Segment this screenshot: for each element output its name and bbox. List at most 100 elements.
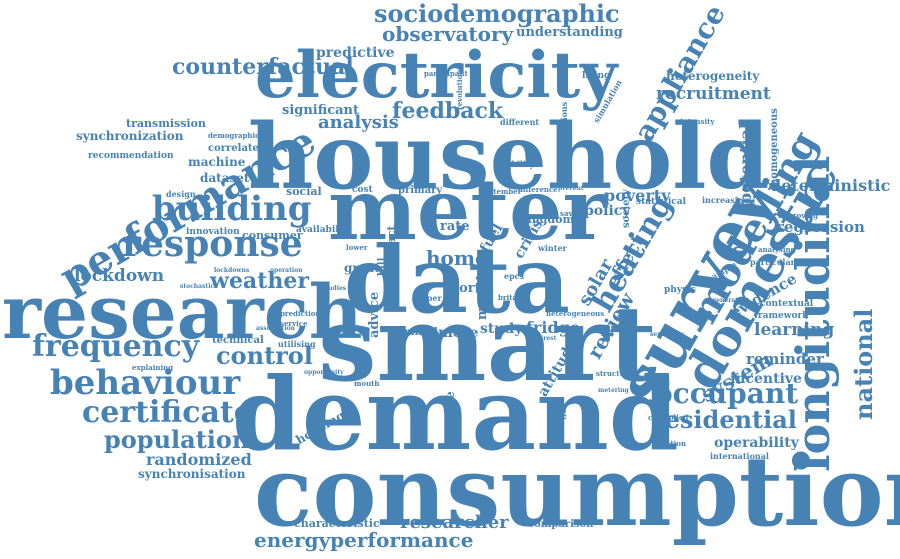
word-predictive: predictive [316,45,395,61]
word-machine: machine [188,155,246,169]
word-participant: design [166,189,196,199]
word-study: study [480,321,523,337]
word-different: september [480,187,522,196]
word-future: winter [538,243,567,253]
word-regression: regression [776,218,865,236]
word-policy: policy [584,203,631,219]
word-difference: increasing [702,195,750,205]
word-laboratory: structure [596,369,633,378]
word-household: household [248,104,770,210]
word-service: prediction [280,309,321,318]
word-stability: statistical [636,197,687,207]
word-certificate: certificate [82,395,253,430]
word-sensitivity: sensitivity [650,331,685,338]
word-fridge: fridge [526,318,580,337]
word-champion: participant [424,69,468,78]
word-intensity: different [500,117,540,127]
word-consumer: consumer [242,229,303,242]
word-frequency: frequency [32,329,200,364]
word-reduction: reduction [648,439,687,448]
word-living: impact [385,225,398,268]
word-learning: learning [754,320,835,340]
word-britain: stability [498,159,535,169]
word-physic: physic [664,285,697,295]
word-framework: framework [754,311,809,321]
word-studies: lower [346,243,368,252]
word-housing: countrie [443,391,457,448]
word-behaviour: behaviour [50,363,241,403]
word-technical: technical [212,335,264,346]
word-dataset: dataset [200,171,250,185]
word-epcs: britain [498,293,525,302]
word-international: international [710,451,769,461]
word-randomized: randomized [146,450,252,469]
word-synchronization: synchronization [76,129,184,143]
word-weather: weather [210,268,309,294]
word-contextual: contextual [760,299,814,309]
word-occupant: occupant [654,377,799,410]
word-generation: generation [712,297,749,304]
word-reduce: interest [530,335,557,342]
word-kingdom: difference [518,185,558,194]
word-operability: operability [714,435,799,451]
word-particular: particular [750,257,795,267]
word-operation: opportunity [304,369,344,376]
word-september: prevent [558,185,584,192]
word-bottom: studies [322,285,347,292]
word-structure: metering [598,387,629,394]
word-synchronisation: synchronisation [138,467,246,481]
word-primary: cost [352,185,373,195]
word-reminder: reminder [746,350,824,368]
word-analysing: analysing [758,245,796,254]
word-model: kingdom [520,213,575,226]
word-cost: rate [440,219,470,234]
word-potential: potential [736,123,755,204]
word-significant: significant [282,103,359,118]
word-previous: previous [559,101,569,140]
word-controlled: controlled [648,413,689,422]
word-portal: advice [367,291,382,338]
word-researcher: researcher [400,512,509,533]
word-comparison: comparison [528,519,594,530]
word-analysis: analysis [318,112,399,133]
word-incentive: incentive [730,371,802,387]
word-electricity: electricity [255,38,618,113]
word-sociodemographic: sociodemographic [374,0,620,28]
word-demographic: living [582,71,611,81]
word-residential: residential [652,405,797,434]
word-temperature: national [849,308,878,420]
word-recruitment: recruitment [656,84,771,104]
word-great: great [344,261,380,275]
word-winter: heterogeneous [546,309,605,318]
word-modelled: trial [559,403,568,420]
word-transmission: transmission [126,117,206,130]
word-observatory: observatory [382,22,514,46]
word-smart: smart [318,282,657,405]
word-heterogeneity: heterogeneity [666,69,760,83]
word-deterministic: deterministic [770,176,891,195]
word-stochastic: assumption [256,325,295,332]
word-counterfactual: counterfactual [172,54,354,80]
word-meter: meter [328,160,607,259]
word-recommendation: recommendation [88,151,174,161]
word-availability: stochastic [180,283,215,290]
word-data: data [344,226,571,334]
word-statistical: demographic [208,131,260,140]
word-change: utilising [278,339,316,349]
word-acc: epcs [504,271,525,281]
word-correlated: correlated [208,143,266,154]
word-energyperformance: energyperformance [254,528,474,552]
word-lockdowns: operation [270,267,303,274]
word-lockdown: lockdown [74,266,165,286]
word-prevent: saving [560,209,586,218]
word-explaining: intensity [680,117,715,126]
word-characteristic: characteristic [294,517,380,530]
word-impact: social [286,185,322,198]
word-metering: mouth [354,379,380,388]
word-understanding: understanding [516,25,623,40]
word-self: paper [416,293,442,303]
word-utilising: service [280,319,308,328]
word-response: response [122,223,303,265]
word-research: research [2,270,363,356]
